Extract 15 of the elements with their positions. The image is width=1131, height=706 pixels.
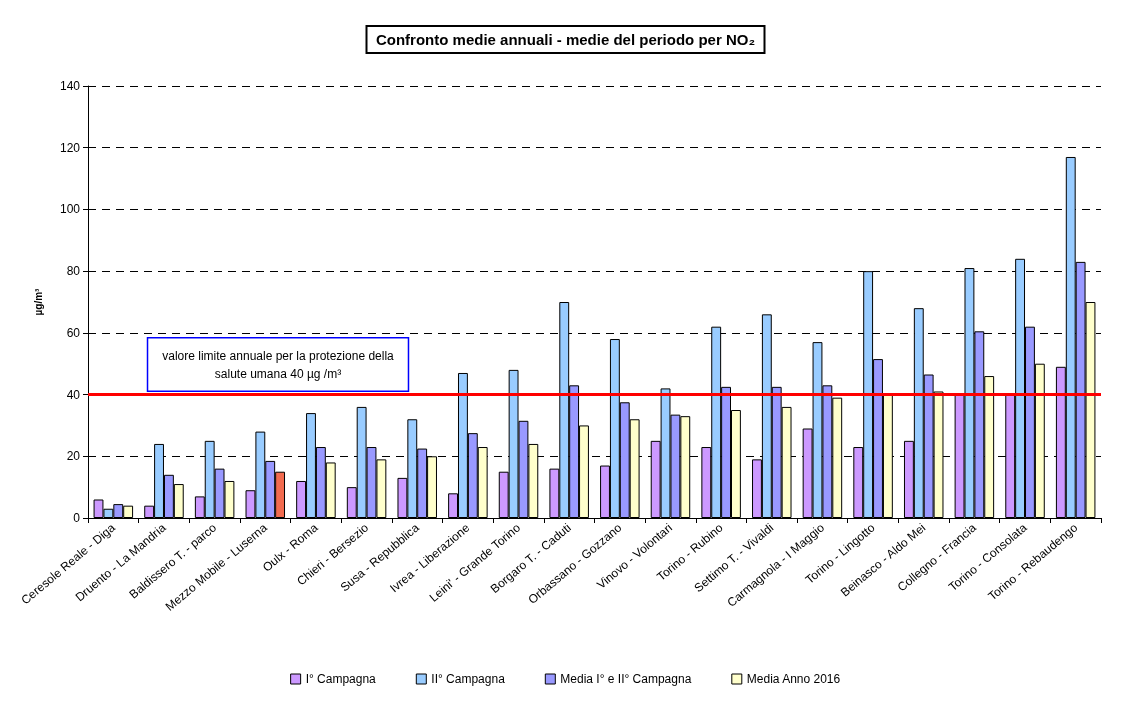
y-tick-label: 20 xyxy=(66,449,81,464)
y-tick-label: 0 xyxy=(73,511,81,525)
legend-label: I° Campagna xyxy=(305,672,377,686)
legend-label: Media I° e II° Campagna xyxy=(560,672,692,686)
legend-label: Media Anno 2016 xyxy=(746,672,841,686)
legend-label: II° Campagna xyxy=(431,672,506,686)
chart-title: Confronto medie annuali - medie del periodo per NO₂ xyxy=(375,31,756,48)
ref-line-label: valore limite annuale per la protezione della salute umana 40 µg /m³ xyxy=(162,348,395,381)
y-tick-label: 80 xyxy=(66,264,81,279)
y-tick-label: 140 xyxy=(59,79,81,93)
y-tick-label: 60 xyxy=(66,325,81,340)
y-tick-label: 100 xyxy=(59,202,81,217)
y-tick-label: 40 xyxy=(66,387,81,402)
y-axis-title: µg/m³ xyxy=(32,287,44,316)
y-tick-label: 120 xyxy=(59,140,81,155)
